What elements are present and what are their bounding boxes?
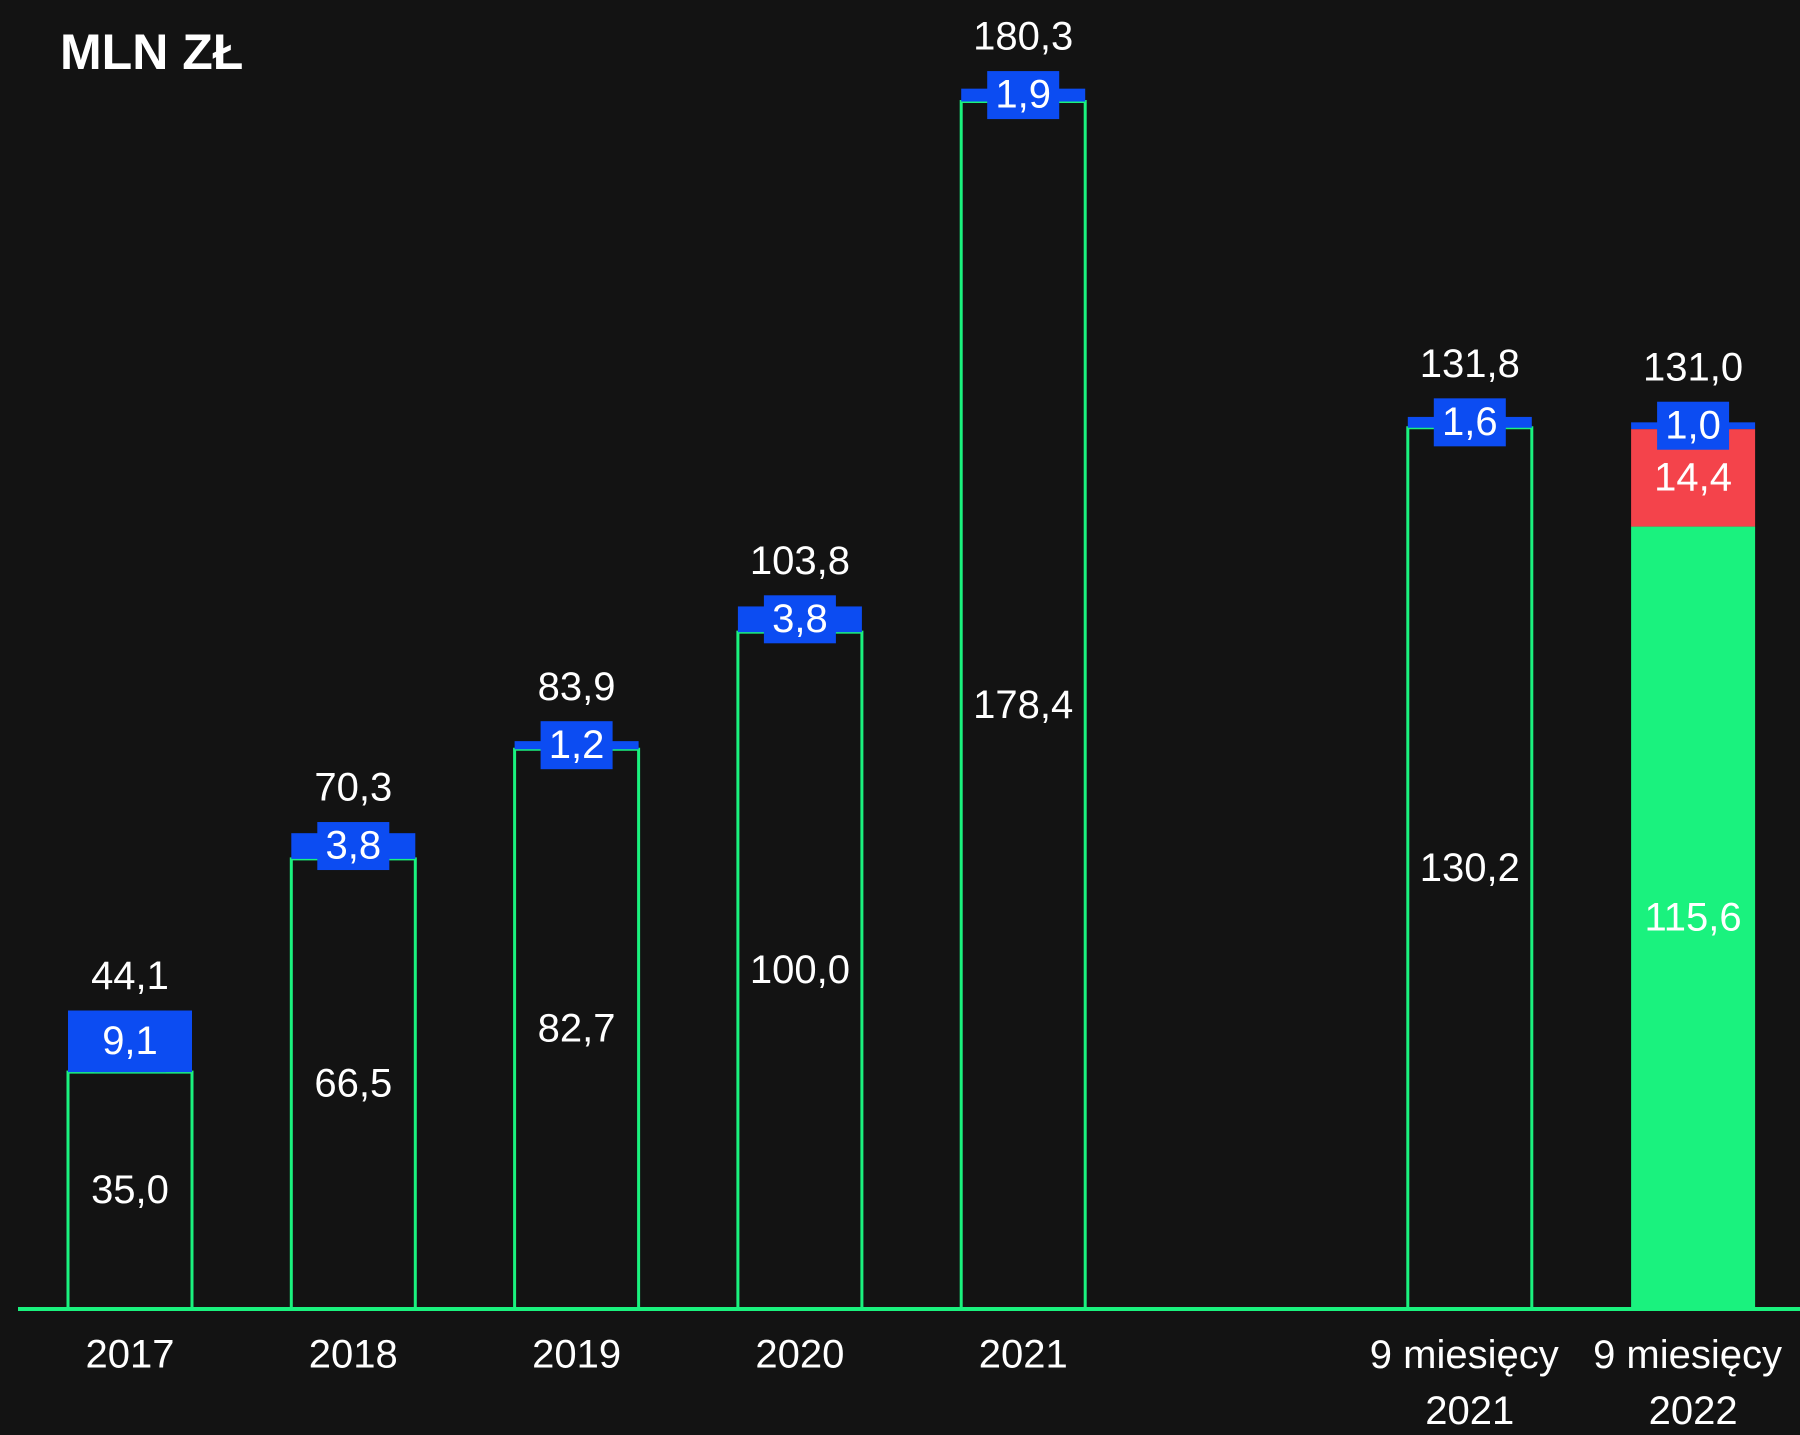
x-tick-label: 9 miesięcy 2021 (1370, 1333, 1570, 1433)
total-label: 180,3 (973, 15, 1073, 59)
total-label: 83,9 (538, 665, 616, 709)
value-label: 66,5 (314, 1062, 392, 1106)
x-tick-label-line: 9 miesięcy (1370, 1333, 1570, 1377)
value-label: 35,0 (91, 1168, 169, 1212)
total-label: 70,3 (314, 766, 392, 810)
value-label: 14,4 (1654, 455, 1732, 499)
value-label: 1,0 (1665, 403, 1721, 447)
bar-segment (289, 857, 417, 1311)
value-label: 3,8 (772, 597, 828, 641)
bar-segment (66, 1070, 194, 1311)
value-label: 1,6 (1442, 400, 1498, 444)
value-label: 178,4 (973, 683, 1073, 727)
bar-segment (1406, 426, 1534, 1311)
bar-segment (1631, 526, 1756, 1309)
total-label: 131,8 (1420, 342, 1520, 386)
value-label: 9,1 (102, 1019, 158, 1063)
label-box (94, 1010, 166, 1073)
label-box (540, 721, 613, 770)
x-tick-label: 2020 (755, 1333, 844, 1377)
label-box (1657, 401, 1730, 450)
label-box (987, 71, 1060, 120)
x-tick-label: 9 miesięcy 2022 (1593, 1333, 1793, 1433)
value-label: 130,2 (1420, 846, 1520, 890)
x-tick-label: 2019 (532, 1333, 621, 1377)
value-label: 3,8 (325, 824, 381, 868)
x-tick-label: 2018 (309, 1333, 398, 1377)
value-label: 1,9 (995, 73, 1051, 117)
x-tick-label: 2017 (86, 1333, 175, 1377)
value-label: 82,7 (538, 1007, 616, 1051)
total-label: 131,0 (1643, 345, 1743, 389)
value-label: 115,6 (1645, 895, 1742, 939)
label-box (763, 595, 836, 644)
value-label: 1,2 (549, 723, 605, 767)
x-tick-label-line: 2021 (1425, 1389, 1514, 1433)
chart-title: MLN ZŁ (60, 24, 243, 80)
x-tick-label: 2021 (979, 1333, 1068, 1377)
label-box (317, 822, 390, 871)
label-box (1433, 398, 1506, 447)
total-label: 44,1 (91, 954, 169, 998)
value-label: 100,0 (750, 948, 850, 992)
x-tick-label-line: 9 miesięcy (1593, 1333, 1793, 1377)
x-tick-label-line: 2022 (1649, 1389, 1738, 1433)
total-label: 103,8 (750, 539, 850, 583)
